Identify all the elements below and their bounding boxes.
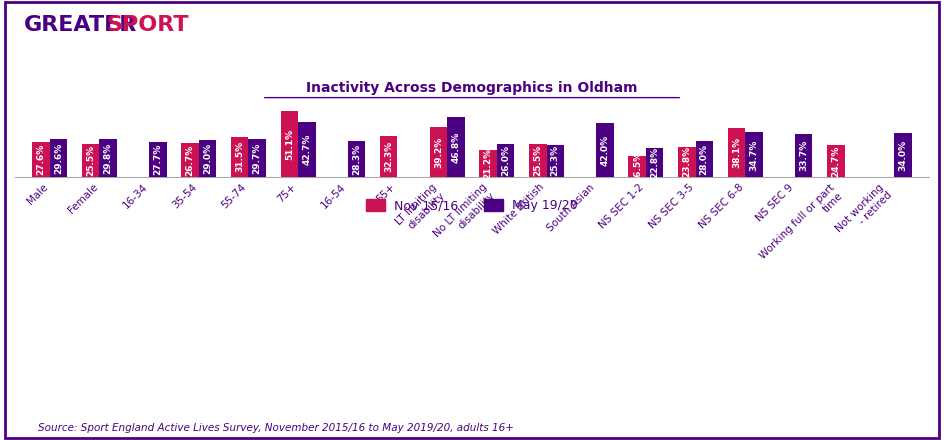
Text: 46.8%: 46.8% [451,132,461,163]
Text: 26.7%: 26.7% [186,144,194,176]
Bar [99,139,117,177]
Text: 24.7%: 24.7% [832,146,840,177]
Text: 27.7%: 27.7% [153,144,162,175]
Bar [430,127,447,177]
Bar [480,150,497,177]
Bar [597,123,614,177]
Bar [795,134,812,177]
Bar [745,132,763,177]
Bar [894,133,912,177]
Text: 26.0%: 26.0% [501,145,510,176]
Bar [497,144,514,177]
Text: 34.7%: 34.7% [750,139,758,171]
Text: SPORT: SPORT [107,15,189,35]
Text: 25.5%: 25.5% [86,145,95,176]
Text: 27.6%: 27.6% [37,144,45,175]
Bar [547,145,564,177]
Bar [82,144,99,177]
Text: 22.8%: 22.8% [650,147,659,178]
Text: 42.7%: 42.7% [302,134,312,165]
Text: 29.8%: 29.8% [104,143,112,174]
Text: 31.5%: 31.5% [235,141,244,172]
Text: Source: Sport England Active Lives Survey, November 2015/16 to May 2019/20, adul: Source: Sport England Active Lives Surve… [38,423,514,433]
Text: GREATER: GREATER [24,15,137,35]
Text: 51.1%: 51.1% [285,129,294,160]
Text: Inactivity Across Demographics in Oldham: Inactivity Across Demographics in Oldham [306,81,638,95]
Bar [629,156,646,177]
Bar [447,117,464,177]
Legend: Nov 15/16, May 19/20: Nov 15/16, May 19/20 [361,194,583,217]
Bar [696,141,713,177]
Bar [32,142,50,177]
Bar [248,139,266,177]
Bar [199,140,216,177]
Bar [678,147,696,177]
Text: 38.1%: 38.1% [732,137,741,168]
Text: 32.3%: 32.3% [384,141,394,172]
Text: 29.6%: 29.6% [54,143,63,174]
Text: 16.5%: 16.5% [632,151,642,182]
Bar [149,142,166,177]
Text: 28.3%: 28.3% [352,143,361,175]
Bar [181,143,199,177]
Text: 39.2%: 39.2% [434,136,443,168]
Bar [380,136,397,177]
Bar [827,145,845,177]
Bar [530,144,547,177]
Text: 34.0%: 34.0% [899,140,907,171]
Bar [347,141,365,177]
Bar [50,139,67,177]
Text: 21.2%: 21.2% [483,148,493,179]
Text: 33.7%: 33.7% [799,140,808,171]
Bar [231,136,248,177]
Bar [646,148,664,177]
Bar [280,111,298,177]
Bar [298,122,315,177]
Text: 29.0%: 29.0% [203,143,212,174]
Bar [728,128,745,177]
Text: 25.3%: 25.3% [550,145,560,176]
Text: 23.8%: 23.8% [683,147,691,177]
Text: 29.7%: 29.7% [253,143,261,174]
Text: 25.5%: 25.5% [533,145,542,176]
Text: 28.0%: 28.0% [700,143,709,175]
Text: 42.0%: 42.0% [600,135,610,166]
